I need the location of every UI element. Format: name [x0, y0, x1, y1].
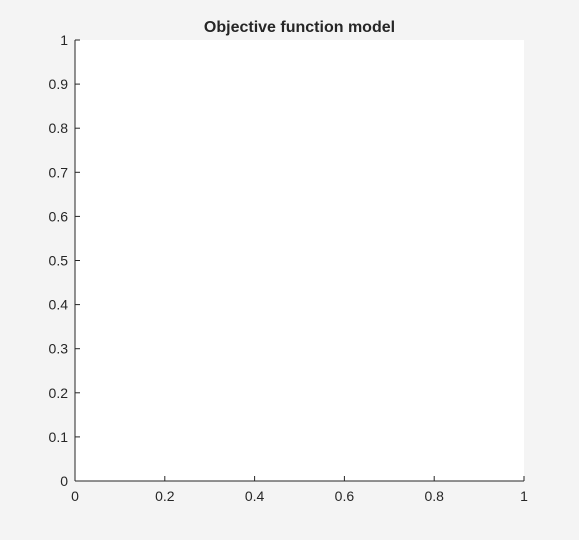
- y-tick-label: 0.5: [49, 253, 69, 269]
- y-tick-label: 0.3: [49, 341, 69, 357]
- y-tick-label: 1: [60, 32, 68, 48]
- y-tick-label: 0.8: [49, 120, 69, 136]
- y-tick-label: 0.7: [49, 164, 69, 180]
- y-tick-label: 0.9: [49, 76, 69, 92]
- x-tick-label: 1: [520, 488, 528, 504]
- y-tick-label: 0: [60, 473, 68, 489]
- y-tick-label: 0.6: [49, 208, 69, 224]
- x-tick-label: 0.4: [245, 488, 265, 504]
- axes-background[interactable]: [75, 40, 524, 481]
- x-tick-label: 0.6: [335, 488, 355, 504]
- y-axis: 0 0.1 0.2 0.3 0.4 0.5 0.6 0.7 0.8 0.9 1: [49, 32, 80, 489]
- x-tick-label: 0.2: [155, 488, 175, 504]
- y-tick-label: 0.4: [49, 297, 69, 313]
- x-tick-label: 0: [71, 488, 79, 504]
- chart-title: Objective function model: [204, 19, 395, 36]
- x-axis: 0 0.2 0.4 0.6 0.8 1: [71, 476, 528, 504]
- x-tick-label: 0.8: [424, 488, 444, 504]
- y-tick-label: 0.1: [49, 429, 69, 445]
- y-tick-label: 0.2: [49, 385, 69, 401]
